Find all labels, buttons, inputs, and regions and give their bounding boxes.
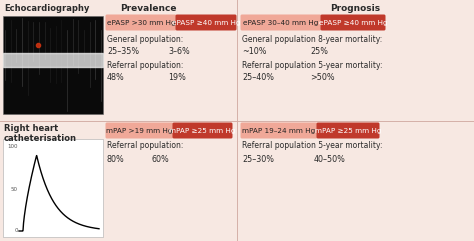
Text: Referral population 5-year mortality:: Referral population 5-year mortality:	[242, 141, 383, 150]
Text: 50: 50	[11, 187, 18, 193]
FancyBboxPatch shape	[3, 139, 103, 237]
FancyBboxPatch shape	[173, 122, 233, 139]
Text: 19%: 19%	[168, 73, 186, 82]
Text: 80%: 80%	[107, 155, 125, 164]
Text: 25–35%: 25–35%	[107, 47, 139, 56]
Text: 3–6%: 3–6%	[168, 47, 190, 56]
Text: General population:: General population:	[107, 35, 183, 44]
Text: Prognosis: Prognosis	[330, 4, 381, 13]
Text: 25–30%: 25–30%	[242, 155, 274, 164]
FancyBboxPatch shape	[175, 14, 237, 31]
Text: 25%: 25%	[310, 47, 328, 56]
Text: mPAP >19 mm Hg: mPAP >19 mm Hg	[106, 128, 173, 134]
Text: >50%: >50%	[310, 73, 335, 82]
Text: mPAP ≥25 mm Hg: mPAP ≥25 mm Hg	[169, 128, 236, 134]
Text: mPAP 19–24 mm Hg: mPAP 19–24 mm Hg	[242, 128, 316, 134]
Text: General population 8-year mortality:: General population 8-year mortality:	[242, 35, 382, 44]
Text: Referral population:: Referral population:	[107, 141, 183, 150]
Text: 60%: 60%	[152, 155, 170, 164]
FancyBboxPatch shape	[3, 16, 103, 114]
Text: 25–40%: 25–40%	[242, 73, 274, 82]
FancyBboxPatch shape	[106, 122, 173, 139]
Text: mPAP ≥25 mm Hg: mPAP ≥25 mm Hg	[315, 128, 381, 134]
Text: ~10%: ~10%	[242, 47, 266, 56]
Text: 48%: 48%	[107, 73, 125, 82]
Text: Prevalence: Prevalence	[120, 4, 176, 13]
FancyBboxPatch shape	[240, 14, 321, 31]
Text: ePASP >30 mm Hg: ePASP >30 mm Hg	[107, 20, 175, 26]
Text: 0: 0	[15, 228, 18, 234]
Text: 40–50%: 40–50%	[314, 155, 346, 164]
FancyBboxPatch shape	[317, 122, 380, 139]
Text: Referral population:: Referral population:	[107, 61, 183, 70]
Text: ePASP 30–40 mm Hg: ePASP 30–40 mm Hg	[243, 20, 319, 26]
Text: Echocardiography: Echocardiography	[4, 4, 90, 13]
FancyBboxPatch shape	[106, 14, 176, 31]
Text: ePASP ≥40 mm Hg: ePASP ≥40 mm Hg	[172, 20, 240, 26]
FancyBboxPatch shape	[320, 14, 385, 31]
Text: ePASP ≥40 mm Hg: ePASP ≥40 mm Hg	[319, 20, 387, 26]
Text: 100: 100	[8, 145, 18, 149]
Text: Right heart
catheterisation: Right heart catheterisation	[4, 124, 77, 143]
FancyBboxPatch shape	[240, 122, 318, 139]
Text: Referral population 5-year mortality:: Referral population 5-year mortality:	[242, 61, 383, 70]
